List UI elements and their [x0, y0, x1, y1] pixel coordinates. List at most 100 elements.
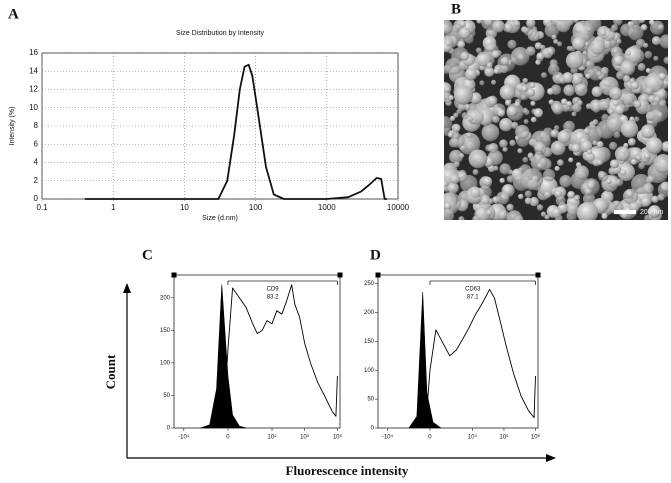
particle — [534, 142, 547, 155]
shared-x-label: Fluorescence intensity — [286, 463, 409, 478]
particle — [498, 209, 510, 220]
particle — [486, 62, 493, 69]
particle — [663, 80, 668, 87]
x-tick-label: 10⁴ — [468, 434, 478, 441]
particle — [536, 204, 544, 211]
particle — [453, 161, 460, 168]
x-tick-label: 10 — [180, 203, 189, 212]
particle — [530, 100, 536, 107]
particle — [522, 107, 528, 114]
particle — [659, 34, 668, 49]
particle — [448, 95, 454, 101]
particle — [555, 195, 566, 206]
particle — [646, 101, 668, 123]
particle — [536, 52, 545, 61]
filled-histogram — [200, 284, 247, 429]
y-tick-label: 14 — [29, 66, 38, 75]
particle — [449, 174, 460, 184]
particle — [536, 162, 543, 169]
particle — [582, 192, 596, 206]
particle — [488, 142, 499, 153]
particle — [444, 208, 455, 220]
x-tick-label: -10⁴ — [178, 434, 190, 441]
particle — [622, 74, 631, 83]
particle — [481, 123, 500, 142]
particle — [466, 132, 472, 138]
y-tick-label: 0 — [371, 426, 375, 432]
y-tick-label: 10 — [29, 103, 38, 112]
particle — [628, 24, 644, 41]
panel-label: C — [142, 247, 153, 263]
y-tick-label: 150 — [364, 339, 375, 345]
particle — [631, 81, 639, 90]
particle — [572, 103, 582, 113]
particle — [572, 36, 586, 51]
particle — [645, 86, 654, 95]
particle — [444, 20, 453, 35]
particle — [546, 46, 556, 56]
particle — [499, 117, 513, 132]
particle — [515, 124, 530, 140]
particle — [533, 108, 543, 118]
particle — [585, 60, 595, 70]
particle — [589, 39, 606, 55]
particle — [459, 153, 465, 159]
particle — [574, 165, 589, 180]
chart-title: Size Distribution by Intensity — [176, 30, 264, 37]
particle — [447, 132, 454, 138]
particle — [554, 189, 562, 198]
particle — [491, 79, 497, 85]
particle — [597, 98, 610, 111]
particle — [544, 22, 560, 38]
particle — [458, 216, 465, 220]
particle — [548, 63, 560, 76]
particle — [658, 72, 667, 81]
particle — [643, 152, 651, 160]
particle — [544, 214, 550, 220]
y-tick-label: 100 — [364, 368, 375, 374]
particle — [653, 55, 659, 61]
plot-frame — [377, 274, 539, 429]
particle — [482, 176, 493, 186]
shared-y-label: Count — [103, 354, 118, 389]
y-tick-label: 100 — [160, 360, 171, 366]
particle — [613, 55, 624, 66]
arrow-head — [546, 454, 556, 462]
particle — [449, 115, 456, 122]
particle — [562, 72, 574, 84]
particle — [577, 100, 583, 106]
particle — [568, 157, 574, 163]
particle — [511, 121, 519, 129]
particle — [596, 71, 602, 77]
y-tick-label: 200 — [160, 295, 171, 301]
particle — [638, 20, 645, 24]
particle — [557, 130, 571, 144]
x-tick-label: -10⁴ — [382, 434, 394, 441]
particle — [499, 84, 516, 101]
particle — [620, 120, 639, 138]
particle — [505, 99, 512, 106]
particle — [628, 201, 640, 213]
particle — [553, 38, 559, 45]
particle — [468, 109, 484, 125]
data-line — [222, 284, 338, 429]
particle — [457, 40, 466, 49]
particle — [592, 119, 599, 125]
frame-corner — [337, 272, 343, 278]
arrow-head — [123, 283, 131, 293]
particle — [600, 29, 607, 36]
particle — [444, 116, 453, 133]
particle — [551, 34, 557, 40]
particle — [521, 85, 528, 93]
x-tick-label: 0 — [226, 435, 230, 441]
particle — [557, 159, 564, 166]
particle — [514, 101, 521, 108]
particle — [506, 105, 518, 117]
y-tick-label: 6 — [34, 139, 39, 148]
particle — [636, 155, 642, 161]
particle — [530, 154, 548, 171]
particle — [644, 214, 652, 220]
particle — [585, 73, 591, 79]
particle — [658, 24, 664, 30]
scale-bar-label: 200 nm — [640, 209, 664, 216]
